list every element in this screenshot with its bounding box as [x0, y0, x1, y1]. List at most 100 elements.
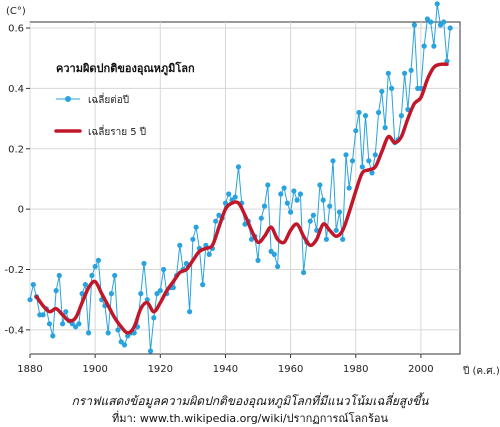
axes: 1880 1900 1920 1940 1960 1980 2000 -0.4 -0.2 0 0.2…: [4, 24, 433, 375]
legend-title: ความผิดปกติของอุณหภูมิโลก: [56, 61, 195, 76]
annual-point: [56, 272, 62, 279]
annual-point: [235, 164, 242, 170]
annual-point: [232, 194, 238, 200]
annual-point: [216, 212, 222, 218]
annual-point: [105, 330, 111, 336]
annual-point: [359, 164, 365, 170]
legend: ความผิดปกติของอุณหภูมิโลก เฉลี่ยต่อปี เฉ…: [54, 61, 195, 138]
annual-point: [200, 282, 206, 288]
annual-point: [30, 282, 36, 288]
y-tick-label: 0.6: [8, 24, 24, 35]
annual-point: [330, 158, 336, 164]
annual-point: [63, 309, 69, 315]
figure-caption: กราฟแสดงข้อมูลความผิดปกติของอุณหภูมิโลกท…: [71, 394, 429, 408]
annual-point: [248, 236, 255, 242]
annual-point: [271, 251, 277, 257]
figure-source: ที่มา: www.th.wikipedia.org/wiki/ปรากฏกา…: [112, 412, 388, 425]
annual-point: [323, 236, 329, 242]
y-tick-label: 0.2: [8, 144, 24, 155]
x-axis-label: ปี (ค.ศ.): [462, 365, 499, 377]
x-tick-label: 1900: [82, 364, 107, 375]
annual-point: [353, 128, 359, 134]
y-axis-unit: (C°): [6, 6, 26, 17]
annual-point: [441, 19, 447, 25]
annual-point: [60, 321, 66, 327]
annual-point: [434, 1, 440, 7]
temperature-anomaly-chart: 1880 1900 1920 1940 1960 1980 2000 -0.4 -0.2 0 0.2…: [4, 1, 500, 377]
annual-point: [408, 67, 414, 73]
annual-point: [118, 339, 124, 345]
annual-point: [327, 203, 333, 209]
annual-point: [255, 257, 261, 263]
five-year-line: [34, 62, 449, 335]
annual-point: [288, 209, 294, 215]
annual-point: [366, 158, 372, 164]
annual-point: [177, 242, 183, 248]
annual-point: [385, 70, 391, 76]
annual-point: [261, 203, 268, 209]
annual-point: [301, 269, 307, 276]
annual-point: [141, 260, 147, 267]
x-tick-label: 1980: [343, 364, 368, 375]
annual-point: [307, 218, 313, 224]
annual-point: [258, 215, 264, 221]
annual-point: [402, 70, 408, 76]
annual-point: [170, 285, 176, 291]
annual-point: [424, 16, 430, 22]
annual-point: [421, 43, 427, 49]
annual-point: [183, 260, 189, 267]
annual-point: [46, 321, 53, 327]
annual-point: [389, 85, 395, 91]
annual-point: [411, 22, 417, 28]
annual-point: [379, 88, 385, 94]
annual-point: [333, 227, 339, 233]
x-tick-label: 2000: [408, 364, 433, 375]
annual-point: [193, 224, 199, 230]
legend-annual-label: เฉลี่ยต่อปี: [88, 92, 129, 106]
x-tick-label: 1960: [278, 364, 303, 375]
annual-point: [125, 333, 131, 339]
annual-point: [222, 200, 229, 206]
annual-point: [40, 312, 46, 318]
annual-point: [428, 19, 434, 25]
annual-point: [213, 218, 219, 224]
annual-point: [242, 221, 248, 227]
annual-point: [157, 288, 163, 294]
annual-point: [294, 197, 300, 203]
annual-point: [138, 291, 144, 297]
annual-point: [362, 113, 369, 119]
annual-point: [275, 263, 281, 270]
y-tick-label: 0: [18, 205, 24, 216]
annual-point: [297, 191, 303, 197]
annual-point: [376, 109, 382, 116]
annual-point: [27, 297, 33, 303]
annual-point: [95, 257, 101, 263]
annual-point: [317, 182, 323, 188]
annual-point: [50, 333, 56, 339]
annual-point: [187, 309, 193, 315]
x-tick-label: 1920: [148, 364, 173, 375]
annual-point: [147, 348, 154, 354]
annual-point: [161, 266, 167, 273]
y-tick-label: -0.2: [4, 265, 24, 276]
annual-point: [431, 43, 437, 49]
annual-point: [92, 263, 98, 270]
x-tick-label: 1880: [17, 364, 42, 375]
x-tick-label: 1940: [213, 364, 238, 375]
annual-point: [382, 125, 388, 131]
annual-point: [343, 152, 349, 158]
annual-point: [121, 342, 128, 348]
annual-point: [53, 288, 59, 294]
annual-point: [226, 191, 232, 197]
annual-point: [336, 209, 343, 215]
annual-point: [154, 291, 160, 297]
legend-annual-marker: [65, 96, 71, 102]
annual-point: [372, 152, 378, 158]
annual-point: [278, 191, 284, 197]
annual-point: [76, 321, 82, 327]
legend-smooth-label: เฉลี่ยราย 5 ปี: [88, 124, 146, 138]
y-tick-label: -0.4: [4, 325, 24, 336]
annual-point: [369, 170, 375, 176]
annual-point: [398, 113, 404, 119]
annual-point: [291, 188, 297, 194]
